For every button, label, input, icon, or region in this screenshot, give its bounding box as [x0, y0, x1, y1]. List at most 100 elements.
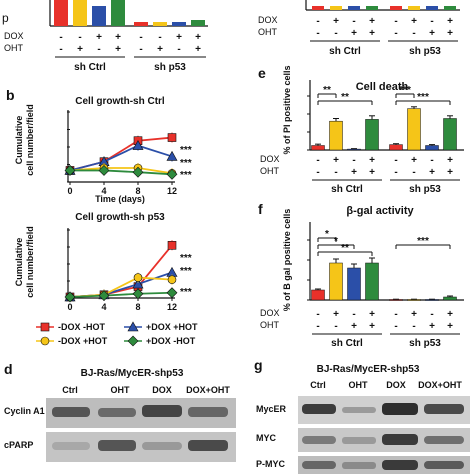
- sign-dox: -: [394, 16, 397, 27]
- chart-b1-title: Cell growth-sh Ctrl: [75, 96, 165, 107]
- sign-oht: -: [394, 321, 397, 332]
- bar: [311, 145, 325, 151]
- blot-band: [52, 442, 90, 450]
- data-point: [98, 165, 110, 176]
- data-point: [166, 168, 178, 180]
- panel-g-row-label: MycER: [256, 404, 287, 414]
- sign-dox: +: [369, 309, 375, 320]
- blot-band: [142, 405, 182, 417]
- panel-f: f β-gal activity % of B gal positive cel…: [258, 201, 464, 349]
- panel-g: g BJ-Ras/MycER-shp53 Ctrl OHT DOX DOX+OH…: [254, 357, 470, 474]
- x-tick-label: 12: [167, 186, 177, 196]
- sign-oht: -: [334, 28, 337, 39]
- series-line: [69, 144, 173, 172]
- bar: [425, 145, 439, 151]
- panel-e-letter: e: [258, 65, 266, 81]
- sign-oht: -: [334, 167, 337, 178]
- top-right-sign-rows: - + - + - + - +- - + + - - + +: [316, 16, 453, 39]
- panel-d-row-label: Cyclin A1: [4, 406, 45, 416]
- sign-dox: +: [411, 309, 417, 320]
- sign-dox: +: [411, 155, 417, 166]
- chart-b2-title: Cell growth-sh p53: [75, 212, 165, 223]
- top-left-ylabel-fragment: p: [2, 11, 9, 25]
- x-tick-label: 12: [167, 302, 177, 312]
- sign-oht: +: [369, 321, 375, 332]
- top-left-group-label: sh Ctrl: [74, 62, 106, 73]
- sign-dox: -: [394, 155, 397, 166]
- chart-b1-annotation: ***: [180, 145, 192, 156]
- top-left-bar: [191, 20, 205, 26]
- blot-band: [382, 434, 418, 445]
- sign-oht: +: [195, 44, 201, 55]
- significance-label: ***: [399, 85, 411, 96]
- chart-f-dox-label: DOX: [260, 308, 280, 318]
- blot-band: [382, 403, 418, 415]
- sign-oht: +: [77, 44, 83, 55]
- top-left-bar: [73, 0, 87, 26]
- panel-d-lane-label: OHT: [111, 385, 131, 395]
- bar: [347, 267, 361, 301]
- data-point: [133, 273, 143, 282]
- x-tick-label: 8: [135, 302, 140, 312]
- top-left-bar: [111, 0, 125, 26]
- series-line: [69, 167, 173, 175]
- top-right-bar-stub: [390, 6, 402, 10]
- sign-dox: +: [447, 155, 453, 166]
- legend-marker-green: [127, 335, 139, 347]
- panel-d-row-label: cPARP: [4, 440, 33, 450]
- panel-f-letter: f: [258, 201, 263, 217]
- sign-dox: -: [139, 32, 142, 43]
- chart-f-oht-label: OHT: [260, 320, 280, 330]
- top-left-oht-label: OHT: [4, 43, 24, 53]
- top-left-bar: [153, 22, 167, 26]
- blot-band: [342, 407, 376, 413]
- top-right-bar-stub: [366, 6, 378, 10]
- top-left-bar: [54, 0, 68, 26]
- significance-label: ***: [417, 92, 429, 103]
- panel-g-row-label: P-MYC: [256, 459, 286, 469]
- panel-d-title: BJ-Ras/MycER-shp53: [81, 368, 184, 379]
- significance-label: **: [341, 92, 349, 103]
- data-point: [166, 287, 178, 299]
- top-right-bar-stub: [408, 6, 420, 10]
- blot-band: [382, 460, 418, 470]
- legend-marker-yellow: [40, 336, 50, 346]
- sign-oht: -: [177, 44, 180, 55]
- significance-label: ***: [417, 236, 429, 247]
- sign-dox: -: [78, 32, 81, 43]
- legend-marker-red: [40, 322, 50, 332]
- sign-oht: +: [115, 44, 121, 55]
- sign-oht: +: [369, 167, 375, 178]
- sign-dox: +: [333, 16, 339, 27]
- sign-oht: -: [412, 28, 415, 39]
- x-tick-label: 4: [101, 186, 106, 196]
- sign-oht: -: [412, 167, 415, 178]
- chart-f-plot: *******- + - + - + - +- - + + - - + +: [307, 229, 457, 332]
- chart-b1-plot: 0 4 8 12: [64, 111, 178, 196]
- data-point: [166, 150, 178, 161]
- sign-oht: +: [447, 167, 453, 178]
- top-right-bar-stub: [348, 6, 360, 10]
- blot-band: [342, 462, 376, 469]
- sign-dox: -: [394, 309, 397, 320]
- top-left-partial-panel: p - - + + - - + +- + - + - + - + DOX OHT sh Ctrl sh p5…: [2, 0, 208, 73]
- panel-d-lane-label: DOX: [152, 385, 172, 395]
- data-point: [98, 290, 110, 302]
- top-left-dox-label: DOX: [4, 31, 24, 41]
- x-tick-label: 8: [135, 186, 140, 196]
- data-point: [64, 165, 76, 176]
- series-line: [70, 169, 173, 176]
- blot-band: [424, 461, 464, 469]
- top-right-dox-label: DOX: [258, 15, 278, 25]
- legend-label: -DOX +HOT: [58, 336, 108, 346]
- x-tick-label: 4: [101, 302, 106, 312]
- blot-band: [424, 436, 464, 444]
- chart-f-ylabel: % of B gal positive cells: [282, 209, 292, 312]
- sign-dox: +: [115, 32, 121, 43]
- chart-b1-annotation: ***: [180, 170, 192, 181]
- blot-band: [98, 408, 136, 417]
- panel-d: d BJ-Ras/MycER-shp53 Ctrl OHT DOX DOX+OH…: [4, 361, 236, 462]
- chart-b2-annotation: ***: [180, 266, 192, 277]
- top-right-bar-stub: [444, 6, 456, 10]
